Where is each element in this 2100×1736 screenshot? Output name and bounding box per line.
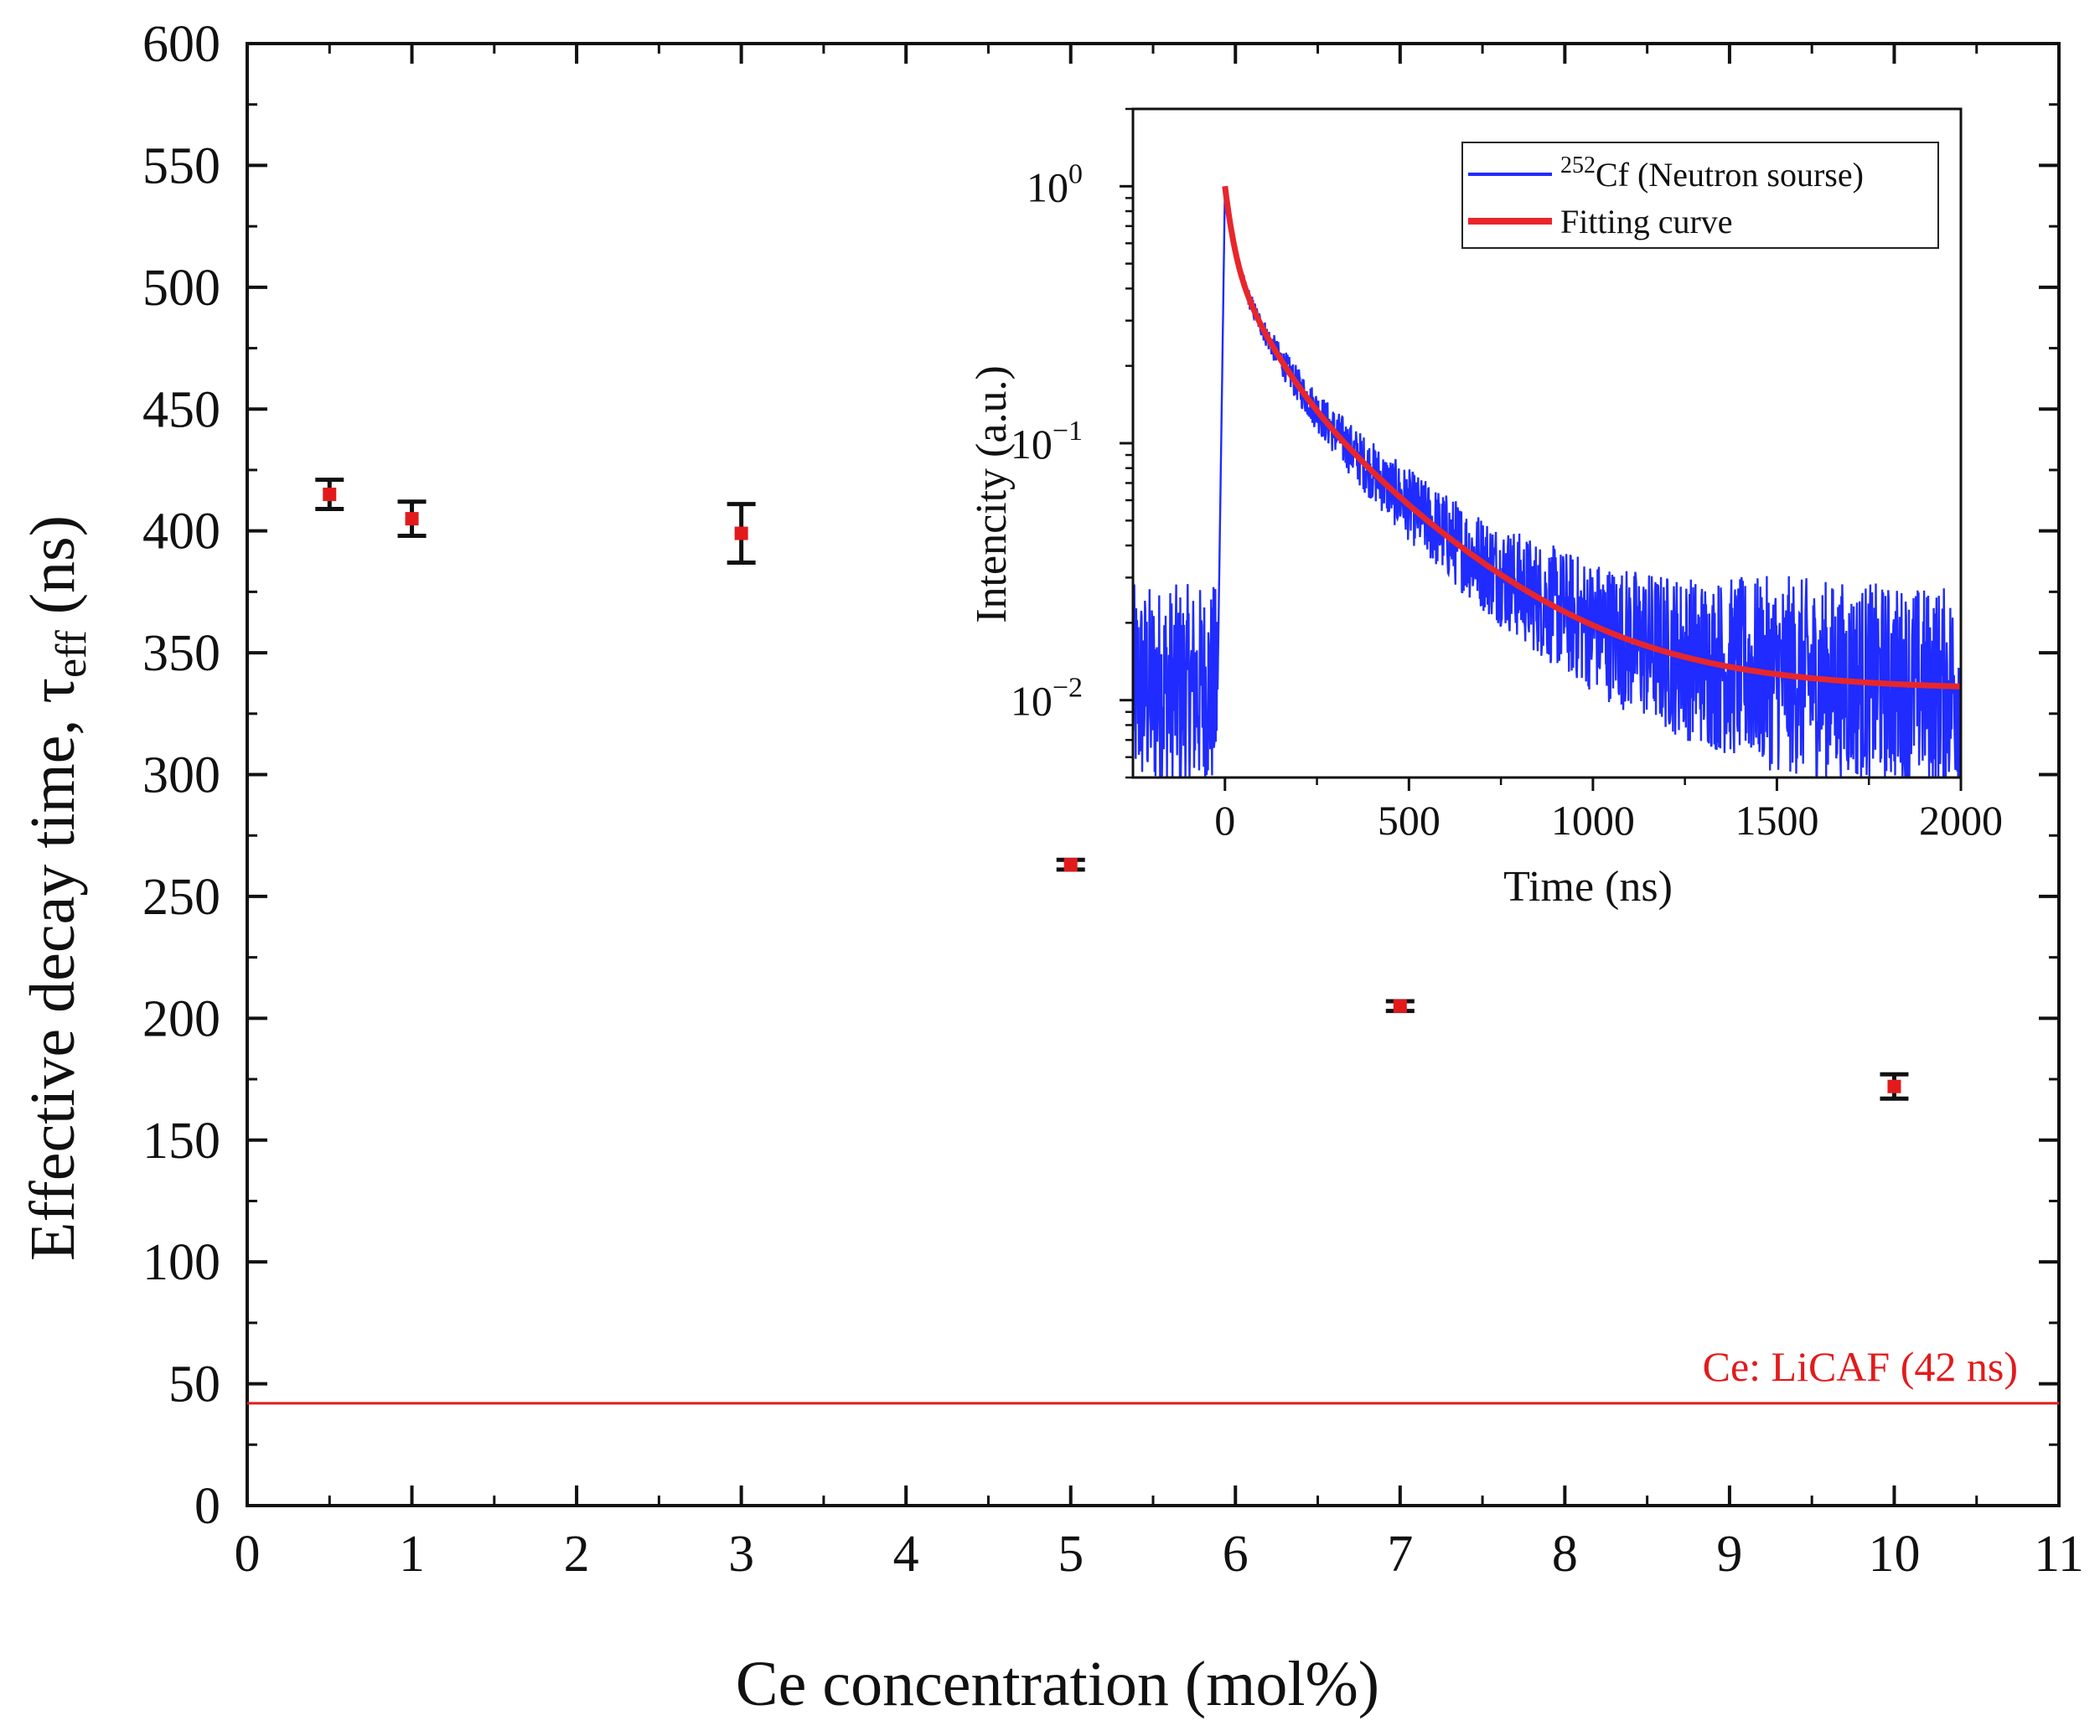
y-tick-label: 200 (142, 990, 220, 1047)
inset-y-tick-base: 10 (1027, 163, 1068, 210)
y-tick-label: 0 (194, 1478, 220, 1535)
inset-x-tick-label: 500 (1378, 797, 1441, 844)
data-point (1063, 858, 1078, 872)
inset-y-tick-base: 10 (1011, 678, 1053, 725)
inset-x-axis-title: Time (ns) (1503, 863, 1673, 911)
x-tick-label: 9 (1716, 1526, 1742, 1583)
x-tick-label: 1 (399, 1526, 425, 1583)
y-title-subscript: eff (48, 630, 96, 678)
inset-y-tick-label: 10−2 (1011, 673, 1083, 725)
main-plot: 0 1 2 3 4 5 6 7 8 9 10 1105010015020025030035040045… (142, 16, 2084, 1583)
y-tick-label: 500 (142, 260, 220, 317)
legend-label-measured: 252Cf (Neutron sourse) (1560, 152, 1864, 194)
inset-y-tick-exponent: −2 (1053, 673, 1083, 704)
legend-label-superscript: 252 (1560, 152, 1596, 178)
data-point (734, 526, 748, 540)
inset-x-tick-label: 1500 (1735, 797, 1818, 844)
data-point (1887, 1079, 1901, 1093)
reference-line-label: Ce: LiCAF (42 ns) (1703, 1343, 2018, 1390)
x-tick-label: 7 (1387, 1526, 1413, 1583)
x-tick-label: 10 (1868, 1526, 1920, 1583)
fitting-curve-line (1222, 185, 1961, 690)
x-tick-label: 5 (1058, 1526, 1084, 1583)
y-tick-label: 150 (142, 1113, 220, 1170)
x-tick-label: 8 (1552, 1526, 1578, 1583)
inset-x-tick-label: 1000 (1551, 797, 1635, 844)
inset-legend: 252Cf (Neutron sourse) Fitting curve (1461, 142, 1939, 249)
x-tick-label: 3 (728, 1526, 754, 1583)
y-tick-label: 350 (142, 625, 220, 682)
inset-y-axis-title: Intencity (a.u.) (968, 365, 1016, 623)
inset-x-tick-label: 0 (1214, 797, 1235, 844)
y-title-main: Effective decay time, τ (18, 678, 88, 1261)
inset-y-tick-label: 100 (1027, 158, 1083, 210)
y-tick-label: 50 (168, 1356, 220, 1413)
x-tick-label: 2 (564, 1526, 590, 1583)
inset-y-tick-exponent: 0 (1068, 158, 1083, 189)
y-tick-label: 250 (142, 869, 220, 926)
legend-label-main: Cf (Neutron sourse) (1596, 156, 1864, 194)
x-tick-label: 11 (2034, 1526, 2084, 1583)
data-point (1393, 999, 1407, 1013)
y-tick-label: 600 (142, 16, 220, 73)
y-tick-label: 400 (142, 504, 220, 561)
x-tick-label: 0 (235, 1526, 261, 1583)
y-tick-label: 550 (142, 137, 220, 194)
x-tick-label: 4 (893, 1526, 919, 1583)
main-y-axis-title: Effective decay time, τeff (ns) (18, 515, 96, 1261)
inset-y-tick-exponent: −1 (1053, 416, 1083, 447)
data-point (323, 488, 337, 502)
inset-y-tick-base: 10 (1011, 421, 1053, 468)
main-x-axis-title: Ce concentration (mol%) (736, 1649, 1379, 1719)
data-point (405, 512, 419, 526)
inset-x-tick-label: 2000 (1919, 797, 2003, 844)
legend-box (1461, 142, 1939, 249)
inset-y-tick-label: 10−1 (1011, 416, 1083, 468)
legend-label-fit: Fitting curve (1560, 203, 1733, 240)
y-title-unit: (ns) (18, 515, 88, 630)
y-tick-label: 300 (142, 747, 220, 804)
y-tick-label: 450 (142, 381, 220, 438)
y-tick-label: 100 (142, 1234, 220, 1291)
x-tick-label: 6 (1223, 1526, 1249, 1583)
